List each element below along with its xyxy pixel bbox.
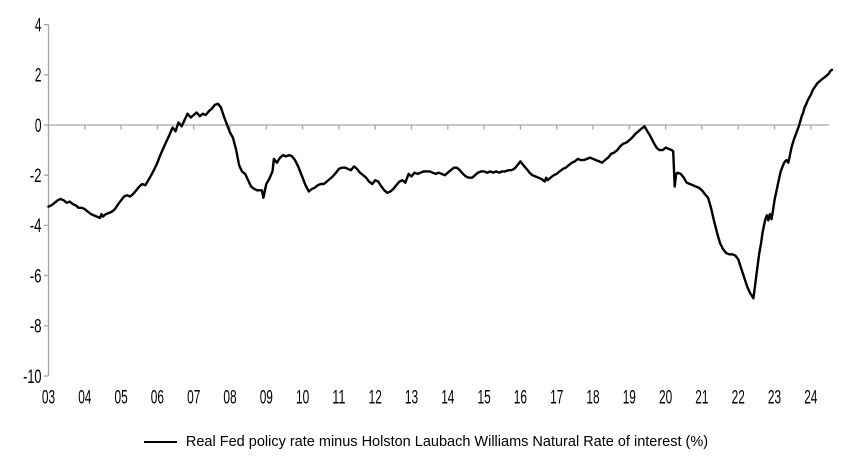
y-axis-tick-label: -2	[30, 166, 42, 187]
x-axis-tick-label: 07	[187, 388, 200, 409]
x-axis-tick-label: 20	[659, 388, 672, 409]
x-axis-tick-label: 08	[223, 388, 236, 409]
y-axis-tick-label: -10	[23, 367, 41, 388]
legend: Real Fed policy rate minus Holston Lauba…	[0, 429, 852, 455]
x-axis-tick-label: 11	[332, 388, 345, 409]
y-axis-tick-label: 2	[35, 66, 42, 87]
x-axis-tick-label: 09	[260, 388, 273, 409]
legend-label: Real Fed policy rate minus Holston Lauba…	[185, 434, 709, 450]
x-axis-tick-label: 16	[514, 388, 527, 409]
x-axis-tick-label: 04	[78, 388, 91, 409]
x-axis-tick-label: 24	[804, 388, 817, 409]
x-axis-tick-label: 22	[732, 388, 745, 409]
x-axis-tick-label: 14	[441, 388, 454, 409]
x-axis-tick-label: 23	[768, 388, 781, 409]
x-axis-tick-label: 21	[695, 388, 708, 409]
x-axis-tick-label: 06	[151, 388, 164, 409]
legend-line-swatch	[143, 441, 177, 443]
x-axis-tick-label: 03	[42, 388, 55, 409]
y-axis-tick-label: 4	[35, 15, 42, 36]
x-axis-tick-label: 18	[586, 388, 599, 409]
y-axis-tick-label: -4	[30, 216, 42, 237]
x-axis-tick-label: 05	[115, 388, 128, 409]
y-axis-tick-label: -8	[30, 317, 42, 338]
data-line-series	[47, 68, 834, 300]
x-axis-tick-label: 12	[369, 388, 382, 409]
y-axis-tick-label: 0	[35, 116, 42, 137]
y-axis-tick-label: -6	[30, 266, 42, 287]
x-axis-tick-label: 19	[623, 388, 636, 409]
x-axis-tick-label: 10	[296, 388, 309, 409]
x-axis-tick-label: 15	[478, 388, 491, 409]
x-axis-tick-label: 17	[550, 388, 563, 409]
x-axis-tick-label: 13	[405, 388, 418, 409]
